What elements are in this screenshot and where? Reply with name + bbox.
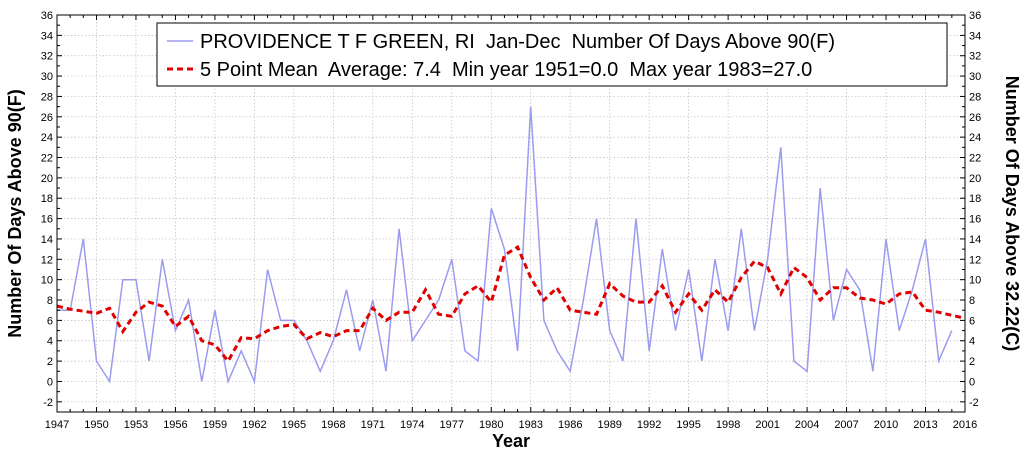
y-tick-label-right: 20	[969, 173, 981, 185]
x-tick-label: 1986	[558, 419, 582, 431]
y-tick-label-left: 32	[41, 51, 53, 63]
plot-frame	[56, 14, 966, 413]
series-line-annual	[57, 106, 953, 385]
y-tick-label-right: 30	[969, 71, 981, 83]
series-layer	[56, 106, 966, 385]
x-tick-label: 1998	[716, 419, 740, 431]
y-tick-label-left: 36	[41, 10, 53, 22]
x-tick-label: 1971	[361, 419, 385, 431]
x-tick-label: 1974	[400, 419, 424, 431]
y-tick-label-left: 20	[41, 173, 53, 185]
x-tick-label: 1962	[242, 419, 266, 431]
y-tick-label-left: 10	[41, 275, 53, 287]
y-tick-label-left: 18	[41, 193, 53, 205]
legend-label-annual: PROVIDENCE T F GREEN, RI Jan-Dec Number …	[200, 31, 835, 53]
x-tick-label: 2016	[953, 419, 977, 431]
x-axis-title: Year	[492, 431, 530, 451]
y-tick-label-right: 10	[969, 275, 981, 287]
y-tick-label-left: 8	[47, 295, 53, 307]
x-tick-label: 2013	[913, 419, 937, 431]
y-tick-label-right: 12	[969, 254, 981, 266]
y-tick-label-left: 16	[41, 214, 53, 226]
x-tick-label: 2010	[874, 419, 898, 431]
y-tick-label-right: 14	[969, 234, 981, 246]
y-tick-label-left: 24	[41, 132, 53, 144]
x-tick-label: 2007	[834, 419, 858, 431]
y-axis-title-left: Number Of Days Above 90(F)	[5, 89, 25, 337]
y-tick-label-right: 16	[969, 214, 981, 226]
y-tick-label-right: 2	[969, 356, 975, 368]
y-tick-label-left: 12	[41, 254, 53, 266]
y-tick-label-left: -2	[43, 397, 53, 409]
x-tick-label: 1956	[163, 419, 187, 431]
y-tick-label-right: 24	[969, 132, 981, 144]
x-tick-label: 1977	[440, 419, 464, 431]
y-tick-label-left: 34	[41, 30, 53, 42]
x-tick-label: 2004	[795, 419, 819, 431]
y-tick-label-right: 28	[969, 91, 981, 103]
y-tick-label-right: 26	[969, 112, 981, 124]
y-tick-label-right: 34	[969, 30, 981, 42]
y-tick-label-left: 0	[47, 376, 53, 388]
x-tick-label: 1950	[84, 419, 108, 431]
y-tick-label-right: 18	[969, 193, 981, 205]
x-tick-label: 1953	[124, 419, 148, 431]
y-tick-label-left: 4	[47, 336, 53, 348]
legend: PROVIDENCE T F GREEN, RI Jan-Dec Number …	[156, 22, 948, 87]
x-tick-label: 1959	[203, 419, 227, 431]
y-tick-label-left: 6	[47, 315, 53, 327]
x-tick-label: 1989	[597, 419, 621, 431]
x-tick-label: 1965	[282, 419, 306, 431]
x-tick-label: 1995	[676, 419, 700, 431]
legend-label-mean: 5 Point Mean Average: 7.4 Min year 1951=…	[200, 59, 812, 81]
legend-box	[156, 22, 948, 87]
y-tick-label-right: -2	[969, 397, 979, 409]
y-tick-label-right: 4	[969, 336, 975, 348]
y-axis-title-right: Number Of Days Above 32.22(C)	[1002, 76, 1022, 351]
y-tick-label-left: 22	[41, 153, 53, 165]
y-tick-label-left: 30	[41, 71, 53, 83]
x-tick-label: 1992	[637, 419, 661, 431]
x-tick-label: 1983	[518, 419, 542, 431]
y-tick-label-right: 32	[969, 51, 981, 63]
x-tick-label: 1968	[321, 419, 345, 431]
y-tick-label-right: 36	[969, 10, 981, 22]
y-tick-label-left: 2	[47, 356, 53, 368]
y-tick-label-right: 0	[969, 376, 975, 388]
y-tick-label-left: 28	[41, 91, 53, 103]
y-tick-label-right: 8	[969, 295, 975, 307]
x-tick-label: 1947	[45, 419, 69, 431]
y-tick-label-right: 22	[969, 153, 981, 165]
series-line-mean	[56, 244, 966, 364]
y-tick-label-left: 26	[41, 112, 53, 124]
y-tick-label-right: 6	[969, 315, 975, 327]
y-tick-label-left: 14	[41, 234, 53, 246]
x-tick-label: 2001	[755, 419, 779, 431]
x-tick-label: 1980	[479, 419, 503, 431]
